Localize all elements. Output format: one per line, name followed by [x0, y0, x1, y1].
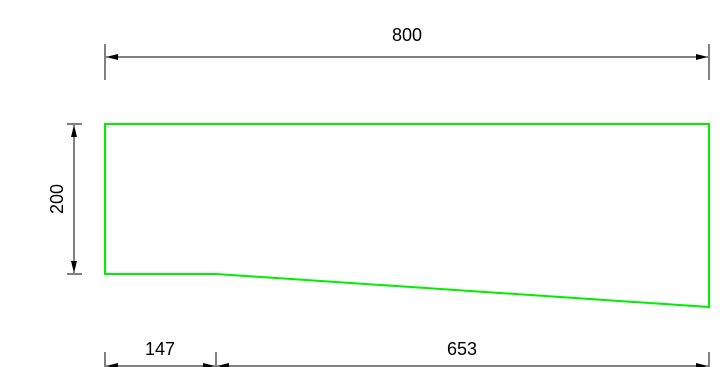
overall-width-dimension: 800	[104, 25, 710, 80]
segment-dimensions: 147 653	[104, 339, 710, 367]
left-segment-label: 147	[145, 339, 175, 359]
height-dimension: 200	[47, 123, 82, 275]
width-dimension-label: 800	[392, 25, 422, 45]
right-segment-label: 653	[447, 339, 477, 359]
part-outline	[104, 123, 710, 309]
height-dimension-label: 200	[47, 184, 67, 214]
